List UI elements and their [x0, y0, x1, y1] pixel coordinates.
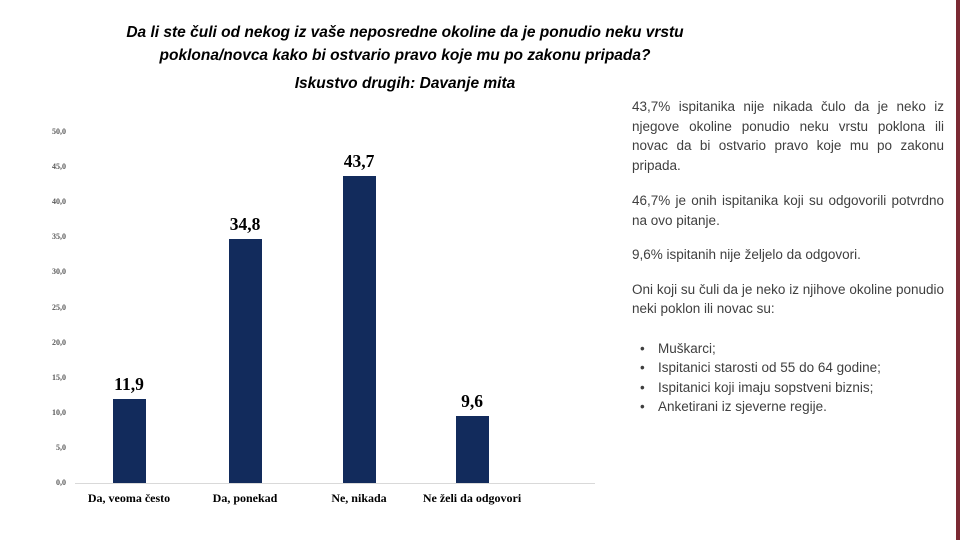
bar	[228, 238, 262, 483]
commentary-paragraph-4: Oni koji su čuli da je neko iz njihove o…	[632, 281, 944, 317]
commentary-bullet-list: • Muškarci; • Ispitanici starosti od 55 do …	[632, 339, 944, 417]
y-axis-tick-label: 40,0	[52, 197, 66, 207]
bullet-item: • Ispitanici koji imaju sopstveni biznis;	[632, 378, 944, 398]
bar-value-label: 9,6	[461, 390, 483, 411]
y-axis-tick-label: 25,0	[52, 302, 66, 312]
y-axis-tick-label: 50,0	[52, 127, 66, 136]
bullet-text: Anketirani iz sjeverne regije.	[658, 399, 827, 414]
bullet-marker: •	[640, 360, 645, 375]
bullet-marker: •	[640, 399, 645, 414]
bar-value-label: 11,9	[114, 374, 144, 395]
x-axis-category-label: Da, ponekad	[212, 491, 278, 505]
bullet-item: • Muškarci;	[632, 339, 944, 359]
bar-value-label: 34,8	[229, 213, 261, 234]
commentary-paragraph-2: 46,7% je onih ispitanika koji su odgovor…	[632, 193, 944, 228]
commentary-panel: 43,7% ispitanika nije nikada čulo da je …	[632, 97, 944, 417]
y-axis-tick-label: 20,0	[52, 337, 66, 347]
commentary-paragraph-3: 9,6% ispitanih nije željelo da odgovori.	[632, 247, 861, 262]
y-axis-tick-label: 45,0	[52, 162, 66, 172]
x-axis-category-label: Ne, nikada	[331, 491, 387, 505]
bar	[112, 399, 146, 483]
bar	[342, 176, 376, 483]
chart-title-block: Da li ste čuli od nekog iz vaše neposred…	[70, 21, 740, 95]
y-axis-tick-label: 5,0	[56, 442, 66, 452]
bullet-text: Muškarci;	[658, 340, 716, 356]
x-axis-category-label: Ne želi da odgovori	[422, 491, 522, 505]
x-axis-line	[75, 483, 595, 484]
chart-subtitle: Iskustvo drugih: Davanje mita	[294, 75, 516, 92]
y-axis-tick-label: 15,0	[52, 372, 66, 382]
bar-value-label: 43,7	[343, 151, 375, 172]
bullet-item: • Anketirani iz sjeverne regije.	[632, 397, 944, 417]
question-title-line1: Da li ste čuli od nekog iz vaše neposred…	[126, 24, 684, 41]
x-axis-category-label: Da, veoma često	[87, 491, 171, 505]
question-title-line2: poklona/novca kako bi ostvario pravo koj…	[159, 47, 651, 64]
y-axis-tick-label: 0,0	[56, 478, 66, 487]
y-axis-tick-label: 30,0	[52, 267, 66, 277]
bullet-marker: •	[640, 379, 645, 395]
bullet-text: Ispitanici starosti od 55 do 64 godine;	[658, 360, 881, 375]
y-axis-tick-label: 35,0	[52, 232, 66, 242]
commentary-paragraph-1: 43,7% ispitanika nije nikada čulo da je …	[632, 99, 944, 173]
bullet-text: Ispitanici koji imaju sopstveni biznis;	[658, 379, 874, 395]
slide-edge-accent	[956, 0, 960, 540]
bullet-item: • Ispitanici starosti od 55 do 64 godine;	[632, 358, 944, 378]
y-axis-tick-label: 10,0	[52, 407, 66, 417]
bullet-marker: •	[640, 340, 645, 356]
bar	[455, 415, 489, 483]
